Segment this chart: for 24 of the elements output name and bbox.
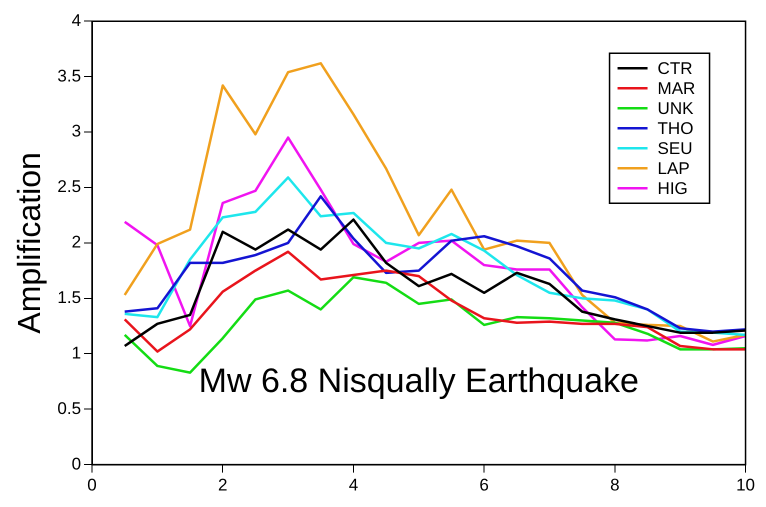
- legend-label: SEU: [658, 138, 693, 158]
- x-tick-label: 4: [348, 475, 358, 494]
- legend-label: UNK: [658, 98, 694, 118]
- y-tick-label: 4: [72, 10, 82, 30]
- y-tick-label: 1.5: [57, 288, 82, 308]
- legend-label: MAR: [658, 78, 696, 98]
- y-tick-label: 0.5: [57, 398, 82, 418]
- x-tick-label: 8: [610, 475, 620, 494]
- y-tick-label: 0: [72, 454, 82, 474]
- y-tick-label: 3: [72, 122, 82, 141]
- y-tick-label: 2: [72, 232, 82, 252]
- y-tick-label: 2.5: [57, 177, 82, 196]
- legend-label: THO: [658, 118, 694, 138]
- y-axis-title: Amplification: [11, 152, 48, 334]
- x-tick-label: 0: [87, 475, 97, 494]
- y-tick-label: 1: [72, 343, 82, 362]
- legend-label: LAP: [658, 158, 690, 178]
- legend-label: HIG: [658, 178, 688, 198]
- legend-label: CTR: [658, 58, 692, 78]
- annotation: Mw 6.8 Nisqually Earthquake: [198, 362, 639, 400]
- x-tick-label: 10: [736, 475, 756, 494]
- x-tick-label: 6: [479, 475, 489, 494]
- x-tick-label: 2: [218, 475, 228, 494]
- y-tick-label: 3.5: [57, 66, 82, 86]
